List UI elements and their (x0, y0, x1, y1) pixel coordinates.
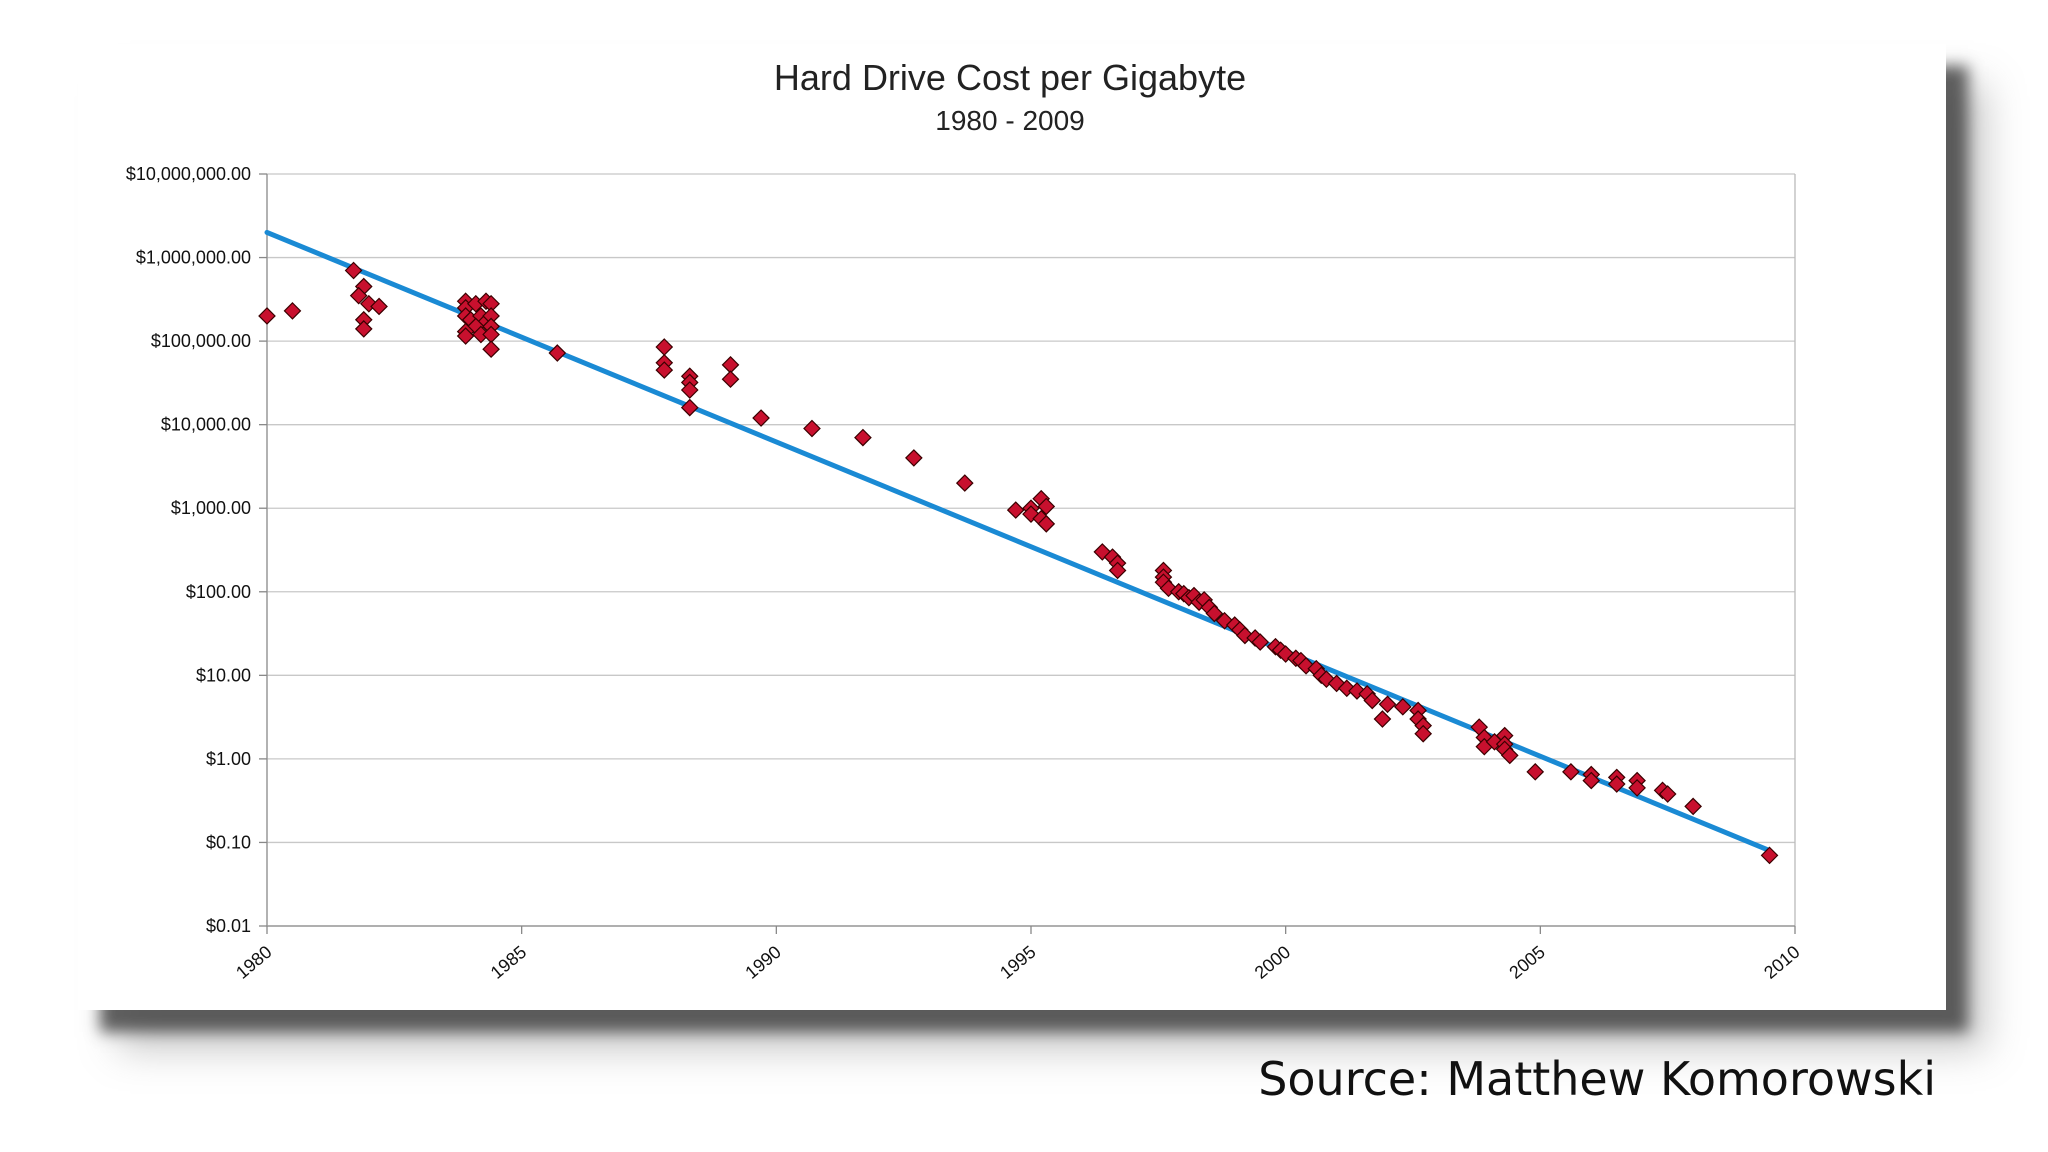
y-tick-label: $1,000.00 (171, 498, 251, 518)
data-point (1684, 797, 1702, 816)
chart-title: Hard Drive Cost per Gigabyte (774, 57, 1246, 98)
data-point (721, 370, 740, 389)
data-point (1526, 762, 1545, 781)
data-point (482, 340, 500, 359)
data-point (1373, 710, 1392, 728)
data-point (680, 398, 699, 417)
data-point (1378, 695, 1397, 714)
chart-subtitle: 1980 - 2009 (935, 105, 1084, 136)
data-point (349, 286, 368, 305)
data-point (258, 307, 276, 325)
data-point (1562, 762, 1580, 781)
data-point (1363, 691, 1382, 710)
y-axis-ticks: $0.01 $0.10 $1.00 $10.00 $100.00 $1,000.00 $10… (126, 164, 267, 936)
y-tick-label: $10.00 (196, 665, 251, 685)
data-points (258, 261, 1779, 865)
data-point (955, 474, 974, 492)
data-point (1500, 746, 1519, 765)
data-point (1607, 775, 1626, 793)
data-point (752, 409, 770, 427)
chart-frame: Hard Drive Cost per Gigabyte 1980 - 2009… (78, 44, 1946, 1010)
y-tick-label: $1,000,000.00 (136, 248, 251, 268)
x-tick-label: 1980 (232, 942, 276, 983)
y-tick-label: $100,000.00 (151, 331, 251, 351)
data-point (1108, 561, 1127, 580)
data-point (548, 344, 567, 362)
data-point (1414, 724, 1433, 743)
x-tick-label: 1990 (741, 942, 785, 983)
axes (266, 174, 1796, 927)
data-point (1393, 697, 1412, 716)
data-point (456, 327, 475, 345)
data-point (905, 449, 923, 467)
y-tick-label: $0.10 (206, 832, 251, 852)
data-point (655, 361, 674, 379)
chart-canvas: Hard Drive Cost per Gigabyte 1980 - 2009… (126, 57, 1804, 983)
y-tick-label: $1.00 (206, 749, 251, 769)
data-point (1582, 771, 1601, 790)
x-tick-label: 1995 (996, 942, 1040, 983)
trendline (264, 229, 1773, 854)
y-tick-label: $0.01 (206, 916, 251, 936)
gridlines (267, 173, 1795, 927)
data-point (283, 302, 302, 320)
data-point (344, 261, 363, 280)
source-credit: Source: Matthew Komorowski (1258, 1052, 1936, 1106)
x-tick-label: 1985 (487, 942, 531, 983)
data-point (1628, 779, 1646, 797)
data-point (680, 381, 699, 399)
data-point (370, 297, 388, 316)
data-point (1037, 515, 1056, 533)
data-point (803, 419, 821, 438)
trendline-layer (264, 229, 1773, 854)
data-point (354, 320, 373, 338)
data-point (1658, 785, 1677, 803)
data-point (854, 428, 872, 447)
data-point (1205, 604, 1224, 623)
y-tick-label: $10,000,000.00 (126, 164, 251, 184)
data-point (1006, 501, 1025, 519)
x-tick-label: 2005 (1505, 942, 1549, 983)
y-tick-label: $100.00 (186, 582, 251, 602)
data-point (1037, 497, 1056, 516)
data-point (1760, 846, 1779, 865)
data-point (1251, 633, 1270, 651)
x-axis-ticks: 1980 1985 1990 1995 2000 2005 2010 (232, 926, 1804, 983)
y-tick-label: $10,000.00 (161, 415, 251, 435)
x-tick-label: 2000 (1251, 942, 1295, 983)
x-tick-label: 2010 (1760, 942, 1804, 983)
